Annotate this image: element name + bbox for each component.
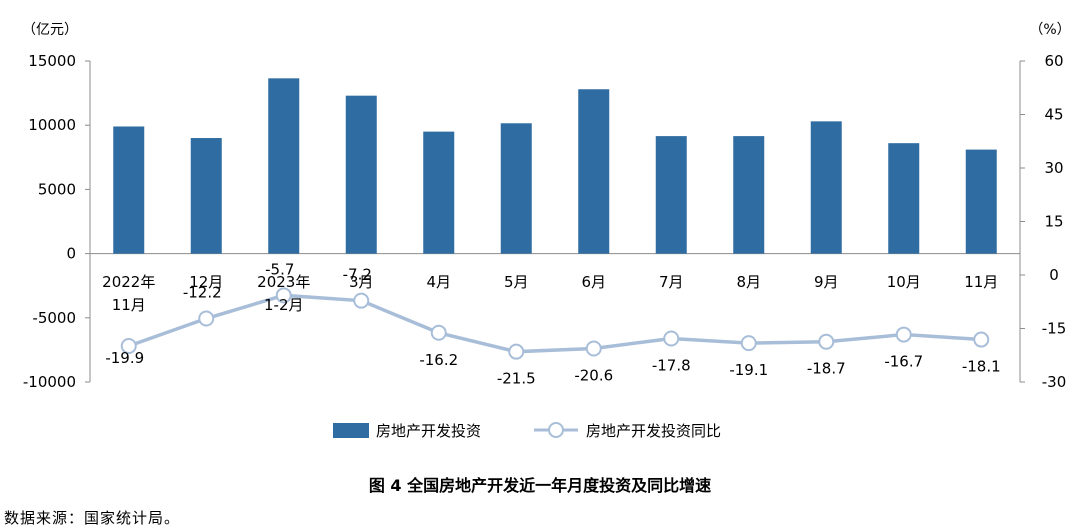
category-label: 6月 bbox=[581, 273, 606, 291]
bar bbox=[423, 131, 455, 254]
left-tick-label: 10000 bbox=[28, 116, 76, 134]
category-label: 11月 bbox=[964, 273, 998, 291]
growth-line bbox=[128, 293, 982, 354]
line-point bbox=[430, 324, 447, 341]
category-label: 2023年 bbox=[257, 273, 310, 291]
right-axis-unit: （%） bbox=[1029, 22, 1070, 38]
data-label: -12.2 bbox=[183, 284, 222, 302]
category-label: 5月 bbox=[504, 273, 529, 291]
bar bbox=[345, 95, 377, 254]
line-point bbox=[353, 292, 370, 309]
category-label: 10月 bbox=[887, 273, 921, 291]
figure-caption: 图 4 全国房地产开发近一年月度投资及同比增速 bbox=[368, 476, 712, 495]
right-tick-label: 45 bbox=[1044, 106, 1063, 124]
data-label: -18.7 bbox=[807, 360, 846, 378]
legend-bar-label: 房地产开发投资 bbox=[376, 422, 481, 440]
bar bbox=[888, 143, 920, 254]
data-label: -20.6 bbox=[574, 366, 613, 384]
category-label: 1-2月 bbox=[264, 296, 304, 314]
bar bbox=[733, 136, 765, 254]
data-label: -19.1 bbox=[729, 361, 768, 379]
category-label: 3月 bbox=[349, 273, 374, 291]
category-label: 2022年 bbox=[102, 273, 155, 291]
category-label: 9月 bbox=[814, 273, 839, 291]
line-point bbox=[818, 333, 835, 350]
category-label: 12月 bbox=[189, 273, 223, 291]
category-label: 8月 bbox=[736, 273, 761, 291]
legend: 房地产开发投资 房地产开发投资同比 bbox=[333, 422, 721, 440]
data-label: -17.8 bbox=[652, 356, 691, 374]
line-point bbox=[198, 310, 215, 327]
data-labels: -19.9 -12.2 -5.7 -7.2 -16.2 -21.5 -20.6 -17.8 -1… bbox=[105, 260, 1000, 387]
line-series bbox=[120, 287, 990, 360]
legend-line-label: 房地产开发投资同比 bbox=[586, 422, 721, 440]
right-tick-label: 0 bbox=[1049, 266, 1059, 284]
category-label: 11月 bbox=[112, 296, 146, 314]
right-tick-label: 60 bbox=[1044, 52, 1063, 70]
legend-bar-swatch bbox=[333, 423, 369, 438]
bar bbox=[190, 138, 222, 254]
bar bbox=[578, 89, 610, 254]
line-point bbox=[508, 343, 525, 360]
left-tick-label: -5000 bbox=[32, 309, 76, 327]
left-tick-label: -10000 bbox=[23, 373, 76, 391]
line-point bbox=[275, 287, 292, 304]
category-labels: 2022年 11月 12月 2023年 1-2月 3月 4月 5月 6月 7月 8月 9月 10月 11月 bbox=[102, 273, 998, 314]
line-point bbox=[663, 330, 680, 347]
data-label: -18.1 bbox=[962, 358, 1001, 376]
bar bbox=[965, 149, 997, 254]
data-label: -7.2 bbox=[343, 266, 372, 284]
source-note: 数据来源：国家统计局。 bbox=[4, 509, 181, 527]
line-point bbox=[585, 340, 602, 357]
left-tick-label: 5000 bbox=[38, 180, 76, 198]
data-label: -19.9 bbox=[105, 349, 144, 367]
left-axis-unit: （亿元） bbox=[22, 22, 78, 38]
left-tick-label: 0 bbox=[66, 245, 76, 263]
left-tick-label: 15000 bbox=[28, 52, 76, 70]
bar bbox=[655, 136, 687, 254]
chart: 15000 10000 5000 0 -5000 -10000 60 45 30 15 0 -15 -3… bbox=[22, 22, 1071, 440]
bar bbox=[113, 126, 145, 254]
bar-series bbox=[113, 78, 997, 254]
bar bbox=[268, 78, 300, 254]
right-tick-label: -30 bbox=[1042, 373, 1067, 391]
data-label: -16.7 bbox=[884, 353, 923, 371]
right-tick-label: 30 bbox=[1044, 159, 1063, 177]
line-point bbox=[740, 335, 757, 352]
data-label: -5.7 bbox=[265, 260, 294, 278]
data-label: -16.2 bbox=[419, 351, 458, 369]
right-tick-label: 15 bbox=[1044, 213, 1063, 231]
category-label: 7月 bbox=[659, 273, 684, 291]
bar bbox=[810, 121, 842, 254]
line-point bbox=[895, 326, 912, 343]
data-label: -21.5 bbox=[497, 370, 536, 388]
category-label: 4月 bbox=[426, 273, 451, 291]
legend-line-marker bbox=[548, 422, 564, 438]
line-point bbox=[973, 331, 990, 348]
axes: 15000 10000 5000 0 -5000 -10000 60 45 30 15 0 -15 -3… bbox=[22, 22, 1071, 391]
bar bbox=[500, 123, 532, 254]
right-tick-label: -15 bbox=[1042, 320, 1067, 338]
line-point bbox=[120, 337, 137, 354]
